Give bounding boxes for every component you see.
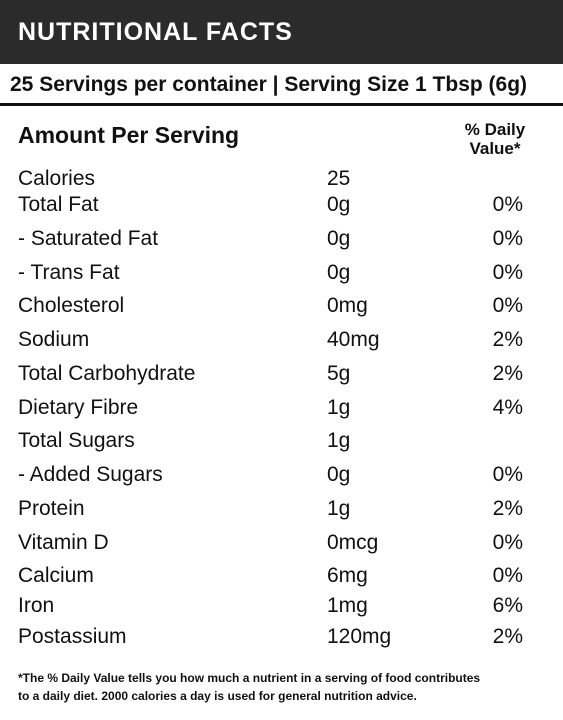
nutrient-name: - Saturated Fat	[18, 227, 159, 250]
nutrient-amount: 0mcg	[327, 531, 379, 554]
footnote-line-1: *The % Daily Value tells you how much a …	[18, 671, 481, 685]
footnote-line-2: to a daily diet. 2000 calories a day is …	[18, 689, 417, 703]
table-row: Total Sugars 1g	[0, 429, 563, 459]
nutrient-amount: 1g	[327, 429, 351, 452]
nutrient-amount: 5g	[327, 362, 351, 385]
nutrient-name: Total Carbohydrate	[18, 362, 196, 385]
nutrient-amount: 0mg	[327, 294, 368, 317]
nutrient-name: Total Sugars	[18, 429, 135, 452]
table-row: Cholesterol 0mg 0%	[0, 294, 563, 324]
nutrient-amount: 1mg	[327, 594, 368, 617]
table-row: Total Fat 0g 0%	[0, 193, 563, 223]
page-title: NUTRITIONAL FACTS	[18, 18, 293, 46]
nutrient-amount: 0g	[327, 227, 351, 250]
nutrient-daily-value: 4%	[492, 396, 523, 419]
nutrient-name: Cholesterol	[18, 294, 125, 317]
serving-info-text: 25 Servings per container | Serving Size…	[10, 73, 528, 96]
nutrient-daily-value: 0%	[492, 463, 523, 486]
table-row: Vitamin D 0mcg 0%	[0, 531, 563, 561]
serving-info-bar: 25 Servings per container | Serving Size…	[0, 64, 563, 106]
nutrient-amount: 6mg	[327, 564, 368, 587]
daily-value-heading-line2: Value*	[469, 139, 521, 158]
nutrient-name: Postassium	[18, 625, 127, 648]
nutrient-daily-value: 2%	[492, 625, 523, 648]
nutrient-daily-value: 2%	[492, 362, 523, 385]
nutrient-name: Sodium	[18, 328, 90, 351]
table-row: Dietary Fibre 1g 4%	[0, 396, 563, 426]
nutrient-name: Calories	[18, 167, 96, 190]
amount-per-serving-heading: Amount Per Serving	[18, 122, 240, 148]
nutrient-name: Calcium	[18, 564, 94, 587]
nutrient-amount: 0g	[327, 193, 351, 216]
nutrient-daily-value: 0%	[492, 227, 523, 250]
table-row: Total Carbohydrate 5g 2%	[0, 362, 563, 392]
table-row: Postassium 120mg 2%	[0, 625, 563, 655]
table-row: Calories 25	[0, 167, 563, 197]
nutrient-daily-value: 0%	[492, 294, 523, 317]
nutrient-daily-value: 0%	[492, 193, 523, 216]
header-bar: NUTRITIONAL FACTS	[0, 0, 563, 64]
nutrient-name: Dietary Fibre	[18, 396, 139, 419]
table-row: Calcium 6mg 0%	[0, 564, 563, 594]
daily-value-heading: % Daily Value*	[455, 120, 535, 158]
nutrient-daily-value: 2%	[492, 497, 523, 520]
nutrient-name: Iron	[18, 594, 55, 617]
nutrient-daily-value: 0%	[492, 261, 523, 284]
daily-value-heading-line1: % Daily	[464, 120, 526, 139]
nutrient-name: Vitamin D	[18, 531, 109, 554]
nutrient-amount: 40mg	[327, 328, 380, 351]
nutrient-daily-value: 2%	[492, 328, 523, 351]
nutrient-name: Total Fat	[18, 193, 99, 216]
nutrient-amount: 25	[327, 167, 351, 190]
table-row: - Trans Fat 0g 0%	[0, 261, 563, 291]
daily-value-footnote: *The % Daily Value tells you how much a …	[18, 669, 553, 705]
table-row: Protein 1g 2%	[0, 497, 563, 527]
table-row: - Added Sugars 0g 0%	[0, 463, 563, 493]
nutrient-name: - Added Sugars	[18, 463, 163, 486]
nutrient-amount: 0g	[327, 261, 351, 284]
nutrient-amount: 1g	[327, 396, 351, 419]
nutrient-daily-value: 0%	[492, 531, 523, 554]
nutrient-daily-value: 6%	[492, 594, 523, 617]
nutrient-amount: 1g	[327, 497, 351, 520]
nutrient-amount: 0g	[327, 463, 351, 486]
nutrient-name: - Trans Fat	[18, 261, 120, 284]
table-row: Sodium 40mg 2%	[0, 328, 563, 358]
nutrient-name: Protein	[18, 497, 85, 520]
nutrient-daily-value: 0%	[492, 564, 523, 587]
nutrient-amount: 120mg	[327, 625, 392, 648]
table-row: - Saturated Fat 0g 0%	[0, 227, 563, 257]
table-row: Iron 1mg 6%	[0, 594, 563, 624]
